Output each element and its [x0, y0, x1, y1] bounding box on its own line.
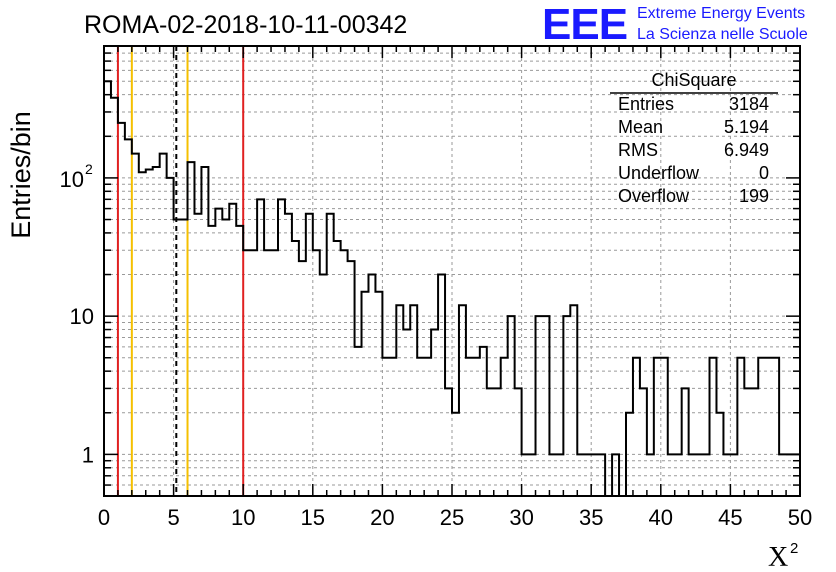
chart-title: ROMA-02-2018-10-11-00342: [84, 11, 407, 39]
stats-box: ChiSquare Entries 3184 Mean 5.194 RMS 6.949 Un…: [610, 70, 778, 206]
stats-value: 5.194: [724, 117, 769, 137]
x-tick-label: 50: [788, 505, 812, 530]
x-tick-label: 35: [579, 505, 603, 530]
x-axis-label-sup: 2: [790, 540, 798, 557]
y-tick-label: 1: [82, 442, 94, 467]
x-tick-label: 45: [718, 505, 742, 530]
x-tick-label: 25: [440, 505, 464, 530]
stats-label: Entries: [618, 94, 674, 114]
x-tick-label: 10: [231, 505, 255, 530]
x-tick-label: 0: [98, 505, 110, 530]
grid: [104, 46, 800, 496]
x-tick-label: 5: [167, 505, 179, 530]
stats-value: 199: [739, 186, 769, 206]
logo-line2: La Scienza nelle Scuole: [637, 26, 808, 43]
logo-mark: EEE: [542, 0, 627, 49]
stats-label: RMS: [618, 140, 658, 160]
y-tick-label: 10: [70, 304, 94, 329]
stats-label: Overflow: [618, 186, 690, 206]
stats-value: 6.949: [724, 140, 769, 160]
logo-line1: Extreme Energy Events: [637, 5, 805, 22]
x-tick-label: 40: [649, 505, 673, 530]
stats-value: 0: [759, 163, 769, 183]
stats-value: 3184: [729, 94, 769, 114]
stats-title: ChiSquare: [651, 70, 736, 90]
stats-label: Underflow: [618, 163, 700, 183]
x-tick-label: 30: [509, 505, 533, 530]
y-tick-label-exponent: 2: [85, 161, 93, 177]
x-axis-label-main: Χ: [768, 542, 788, 572]
reference-lines: [116, 46, 245, 496]
x-tick-label: 15: [301, 505, 325, 530]
eee-logo: EEE Extreme Energy Events La Scienza nel…: [542, 0, 808, 49]
stats-label: Mean: [618, 117, 663, 137]
x-tick-label: 20: [370, 505, 394, 530]
x-axis-label: Χ 2: [768, 540, 798, 572]
y-axis-label: Entries/bin: [6, 111, 36, 239]
y-tick-label: 10: [60, 167, 84, 192]
histogram-line: [104, 80, 800, 497]
